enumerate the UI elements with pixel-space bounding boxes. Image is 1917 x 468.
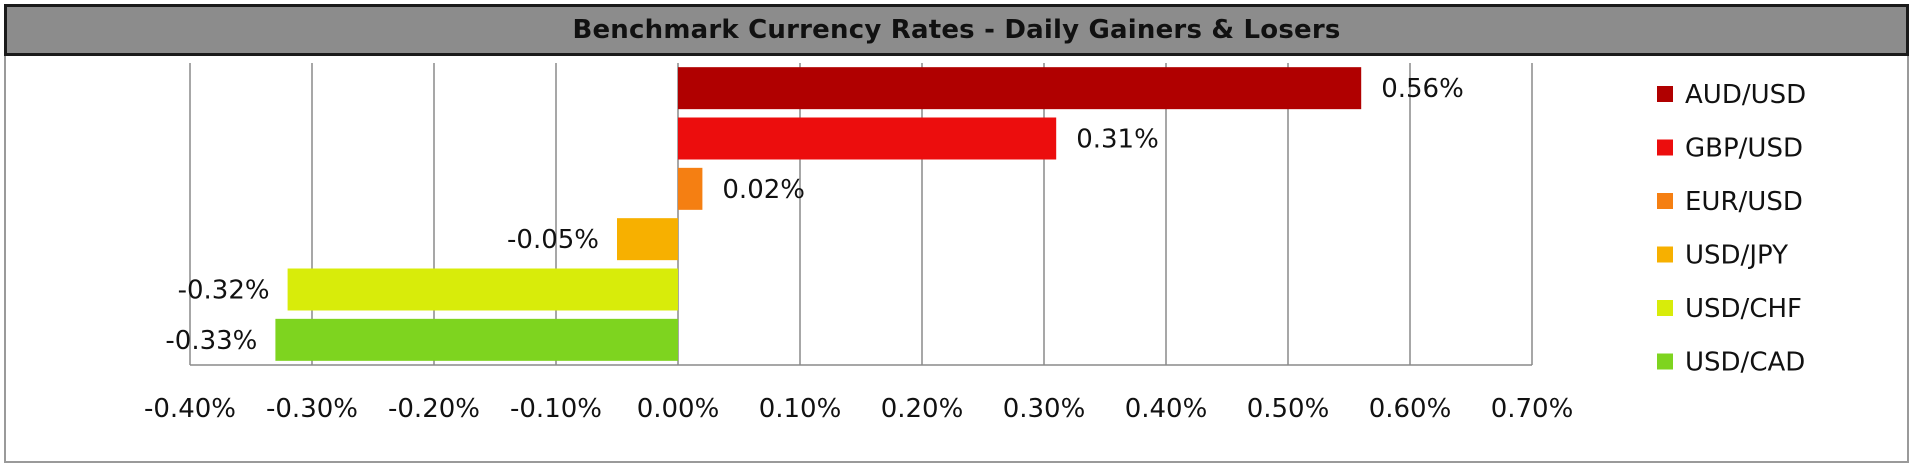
data-label: 0.02% — [722, 175, 805, 205]
x-tick-label: 0.30% — [1003, 394, 1086, 424]
legend-label: EUR/USD — [1685, 187, 1803, 217]
data-label: -0.05% — [507, 225, 599, 255]
legend-swatch — [1657, 300, 1673, 316]
bar-usd-chf — [287, 268, 678, 311]
chart-title: Benchmark Currency Rates - Daily Gainers… — [572, 15, 1341, 45]
x-tick-label: 0.60% — [1369, 394, 1452, 424]
x-tick-label: 0.00% — [637, 394, 720, 424]
legend-label: USD/CHF — [1685, 294, 1802, 324]
x-tick-label: 0.50% — [1247, 394, 1330, 424]
legend-swatch — [1657, 86, 1673, 102]
data-label: 0.56% — [1381, 74, 1464, 104]
x-tick-label: -0.30% — [266, 394, 358, 424]
x-tick-label: 0.20% — [881, 394, 964, 424]
bar-usd-jpy — [617, 218, 678, 261]
legend-swatch — [1657, 139, 1673, 156]
x-tick-label: 0.40% — [1125, 394, 1208, 424]
legend-label: USD/CAD — [1685, 348, 1805, 378]
data-label: 0.31% — [1076, 125, 1159, 155]
chart-title-bar: Benchmark Currency Rates - Daily Gainers… — [4, 4, 1909, 56]
x-tick-label: 0.70% — [1491, 394, 1574, 424]
bar-usd-cad — [275, 318, 678, 361]
x-tick-label: -0.10% — [510, 394, 602, 424]
x-tick-label: 0.10% — [759, 394, 842, 424]
x-tick-label: -0.20% — [388, 394, 480, 424]
bar-aud-usd — [678, 67, 1362, 110]
legend-label: AUD/USD — [1685, 80, 1806, 110]
legend-swatch — [1657, 246, 1673, 263]
legend-label: GBP/USD — [1685, 134, 1803, 164]
bar-eur-usd — [678, 167, 703, 210]
data-label: -0.33% — [165, 326, 257, 356]
legend-swatch — [1657, 193, 1673, 209]
bar-gbp-usd — [678, 117, 1057, 160]
legend-swatch — [1657, 353, 1673, 370]
legend-label: USD/JPY — [1685, 241, 1788, 271]
data-label: -0.32% — [178, 276, 270, 306]
x-tick-label: -0.40% — [144, 394, 236, 424]
